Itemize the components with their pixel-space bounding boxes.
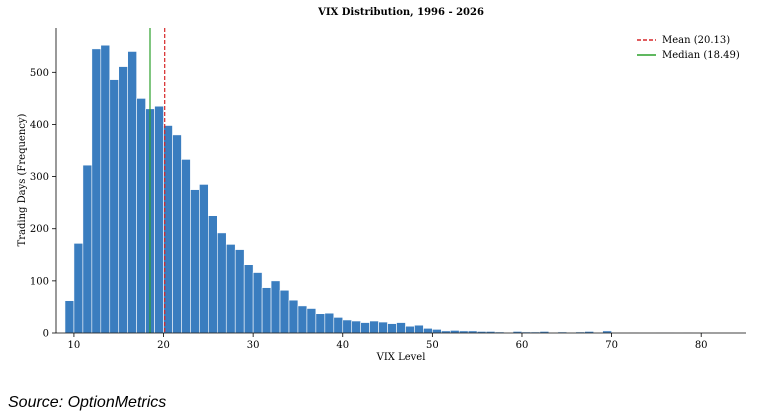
y-tick: 400 [30,120,56,131]
histogram-bar [136,98,146,334]
histogram-bar [199,184,209,334]
x-tick: 80 [695,333,708,351]
x-tick-label: 40 [336,340,349,351]
histogram-bar [109,79,120,334]
x-tick: 70 [605,333,618,351]
histogram-bar [342,319,353,334]
histogram-bar [270,280,281,334]
histogram-bar [64,300,75,334]
x-tick-label: 60 [516,340,529,351]
x-tick-label: 70 [605,340,618,351]
histogram-bars [64,44,711,334]
histogram-bar [414,324,424,334]
x-tick-label: 20 [157,340,170,351]
histogram-bar [73,243,84,334]
histogram-bar [333,317,344,334]
x-tick: 50 [426,333,439,351]
histogram-bar [154,105,164,334]
y-tick: 200 [30,224,56,235]
histogram-bar [288,299,299,334]
vix-histogram-chart: VIX Distribution, 1996 - 2026 10 20 30 40 50… [17,7,746,363]
histogram-bar [118,66,128,334]
histogram-bar [225,244,236,334]
reference-lines [149,28,166,333]
y-tick-label: 400 [30,120,49,131]
x-tick: 40 [336,333,349,351]
histogram-bar [297,305,308,334]
y-tick-label: 200 [30,224,49,235]
legend-median-label: Median (18.49) [662,50,740,61]
histogram-bar [127,51,137,334]
histogram-bar [351,320,361,334]
y-tick-label: 0 [43,329,49,340]
histogram-bar [423,328,433,334]
y-tick: 500 [30,68,56,79]
histogram-bar [252,272,263,334]
x-tick-label: 30 [247,340,260,351]
histogram-bar [243,264,254,334]
source-note: Source: OptionMetrics [8,394,167,411]
histogram-bar [315,313,326,334]
histogram-bar [369,320,379,334]
histogram-bar [172,134,182,334]
histogram-bar [405,325,415,334]
histogram-bar [190,189,200,334]
x-tick-label: 80 [695,340,708,351]
histogram-bar [360,322,370,334]
histogram-bar [82,164,93,334]
histogram-bar [216,232,227,334]
y-tick-label: 300 [30,172,49,183]
y-axis-label: Trading Days (Frequency) [17,113,28,246]
y-tick: 0 [43,329,56,340]
histogram-bar [387,323,397,334]
histogram-bar [100,44,111,334]
histogram-bar [324,312,335,334]
x-ticks: 10 20 30 40 50 60 70 80 [68,333,708,351]
x-tick: 30 [247,333,260,351]
histogram-bar [396,322,406,334]
y-tick-label: 100 [30,276,49,287]
histogram-bar [234,249,245,334]
histogram-bar [279,289,290,334]
histogram-bar [306,308,317,334]
legend-mean-label: Mean (20.13) [662,35,730,46]
x-tick: 60 [516,333,529,351]
histogram-bar [181,159,191,334]
histogram-bar [261,287,272,334]
x-tick-label: 10 [68,340,81,351]
chart-title: VIX Distribution, 1996 - 2026 [317,7,484,18]
x-axis-label: VIX Level [376,352,426,363]
y-tick-label: 500 [30,68,49,79]
histogram-bar [208,215,218,334]
legend: Mean (20.13) Median (18.49) [637,35,740,61]
histogram-bar [378,321,388,334]
x-tick: 10 [68,333,81,351]
x-tick-label: 50 [426,340,439,351]
x-tick: 20 [157,333,170,351]
histogram-bar [91,48,102,334]
y-tick: 100 [30,276,56,287]
histogram-bar [432,329,442,334]
y-ticks: 0 100 200 300 400 500 [30,68,56,340]
y-tick: 300 [30,172,56,183]
